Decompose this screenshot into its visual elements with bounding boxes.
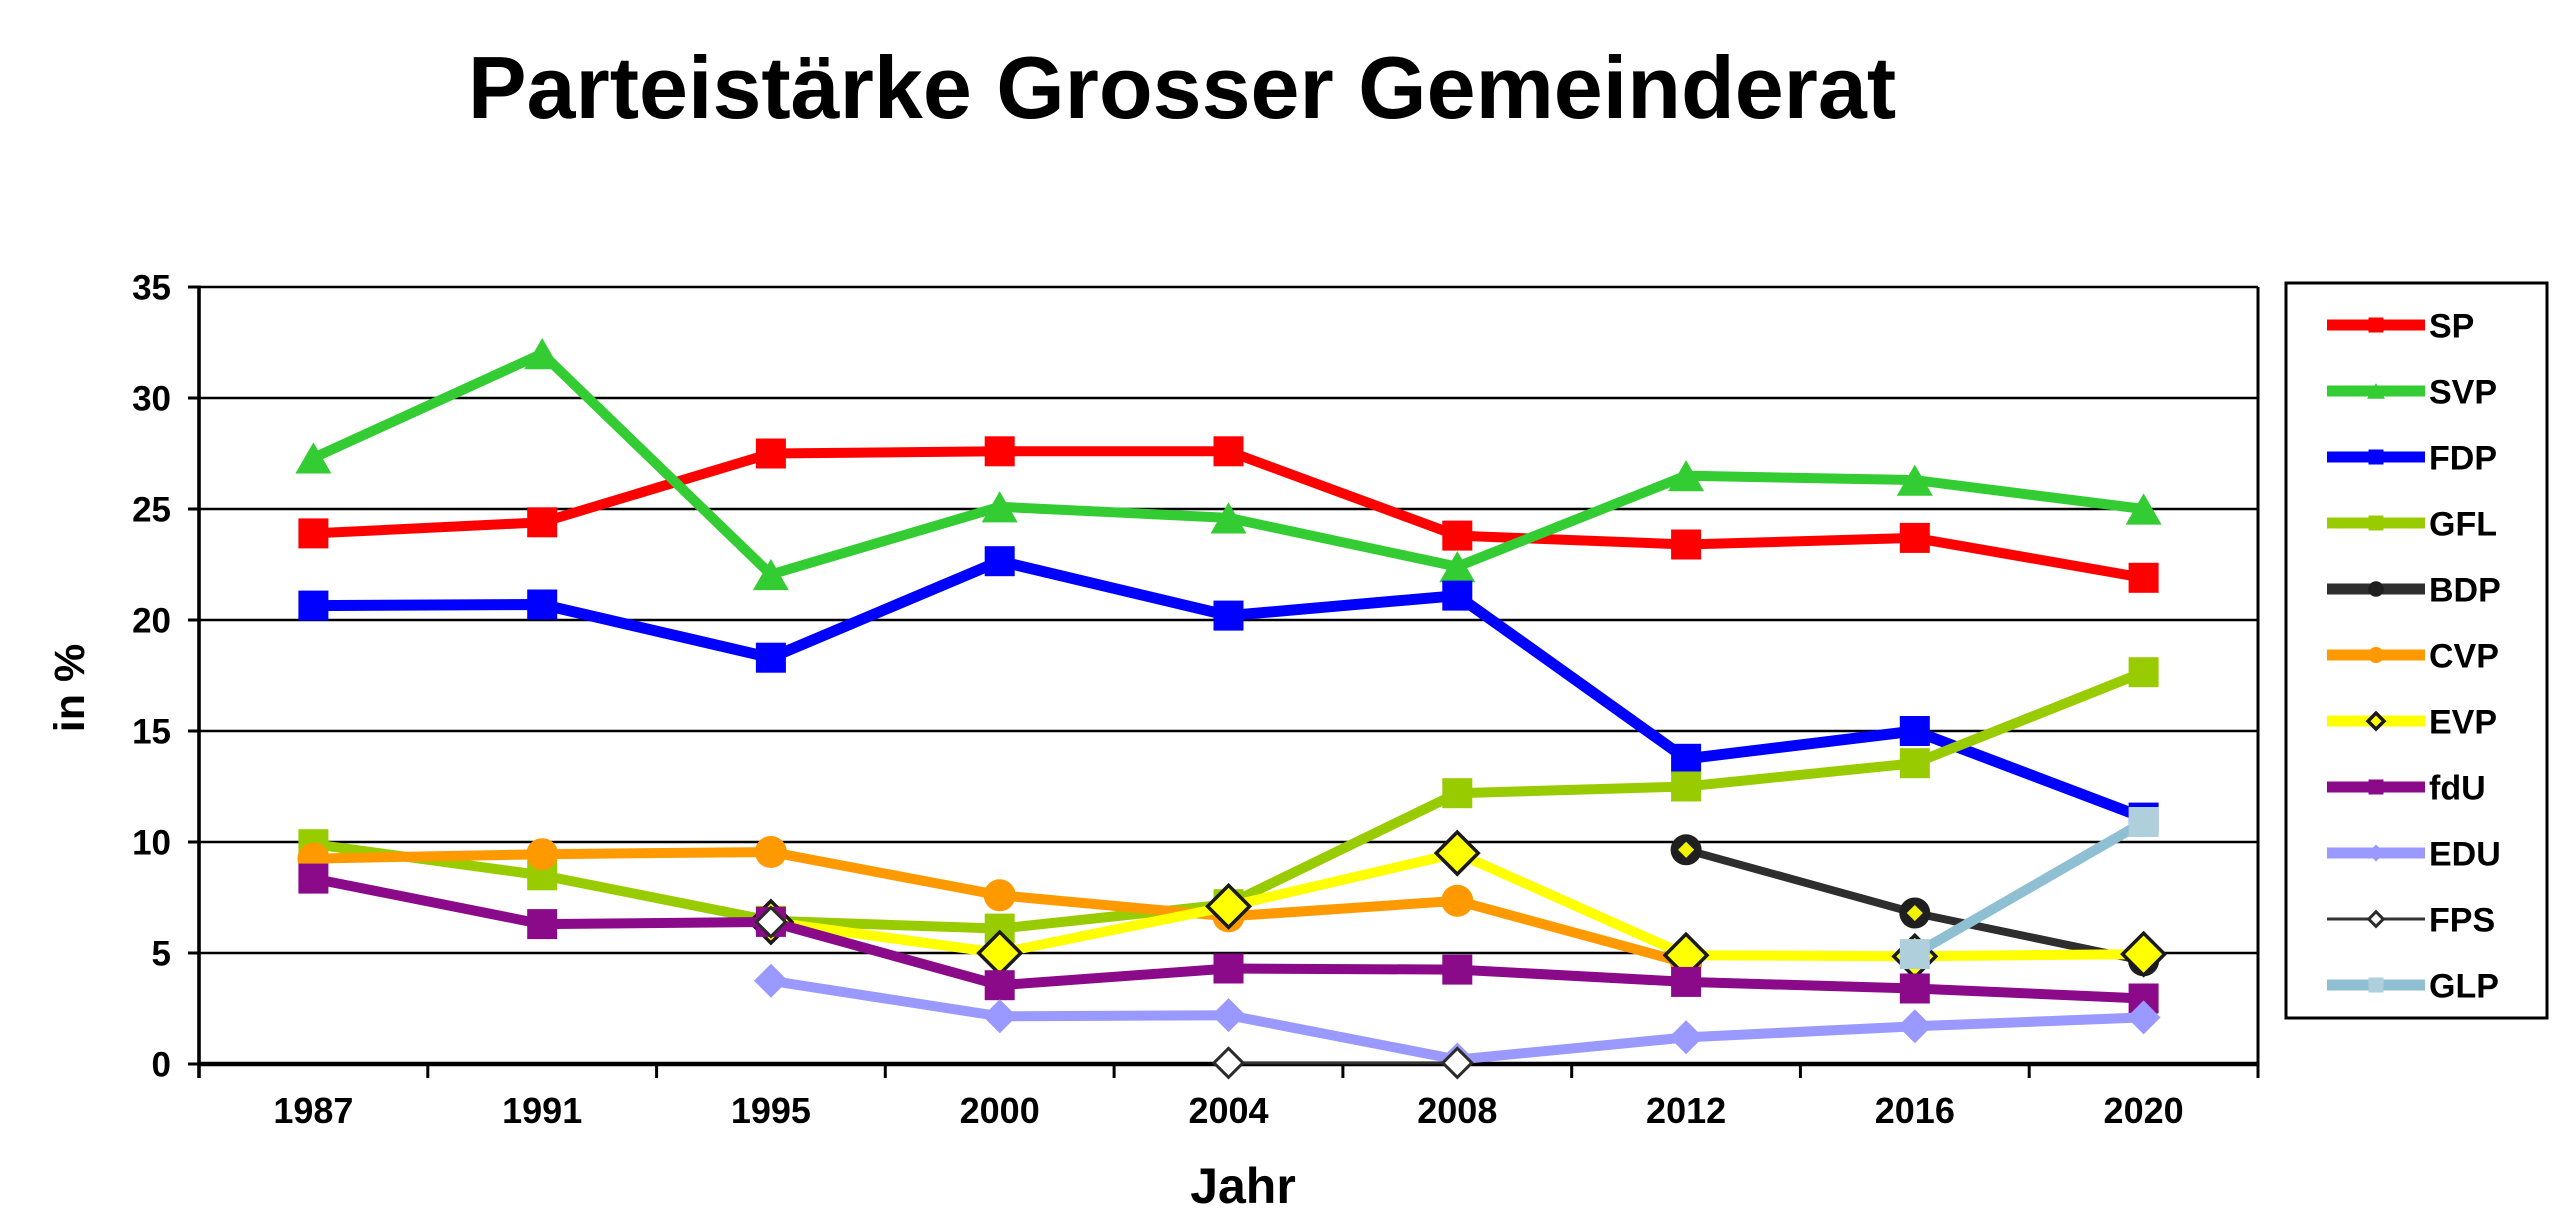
svg-text:20: 20 — [132, 602, 171, 641]
svg-text:CVP: CVP — [2429, 638, 2499, 676]
svg-text:SP: SP — [2429, 308, 2474, 346]
svg-text:in %: in % — [46, 644, 94, 732]
svg-text:BDP: BDP — [2429, 572, 2501, 610]
svg-text:30: 30 — [132, 380, 171, 419]
svg-text:GLP: GLP — [2429, 968, 2499, 1006]
svg-text:2012: 2012 — [1646, 1090, 1726, 1131]
svg-text:EDU: EDU — [2429, 836, 2501, 874]
svg-text:2000: 2000 — [960, 1090, 1040, 1131]
svg-text:5: 5 — [152, 935, 171, 974]
svg-text:25: 25 — [132, 491, 171, 530]
svg-text:2004: 2004 — [1188, 1090, 1268, 1131]
svg-text:SVP: SVP — [2429, 374, 2497, 412]
svg-text:2020: 2020 — [2104, 1090, 2184, 1131]
svg-text:fdU: fdU — [2429, 770, 2486, 808]
svg-text:EVP: EVP — [2429, 704, 2497, 742]
svg-text:Jahr: Jahr — [1190, 1158, 1296, 1211]
svg-text:35: 35 — [132, 269, 171, 308]
svg-text:FPS: FPS — [2429, 902, 2495, 940]
svg-text:15: 15 — [132, 713, 171, 752]
svg-text:2016: 2016 — [1875, 1090, 1955, 1131]
svg-text:1995: 1995 — [731, 1090, 811, 1131]
svg-text:Parteistärke Grosser Gemeinder: Parteistärke Grosser Gemeinderat — [468, 38, 1896, 137]
svg-text:10: 10 — [132, 824, 171, 863]
svg-text:1987: 1987 — [273, 1090, 353, 1131]
svg-text:1991: 1991 — [502, 1090, 582, 1131]
svg-text:GFL: GFL — [2429, 506, 2497, 544]
svg-text:2008: 2008 — [1417, 1090, 1497, 1131]
svg-text:FDP: FDP — [2429, 440, 2497, 478]
svg-text:0: 0 — [152, 1046, 171, 1085]
